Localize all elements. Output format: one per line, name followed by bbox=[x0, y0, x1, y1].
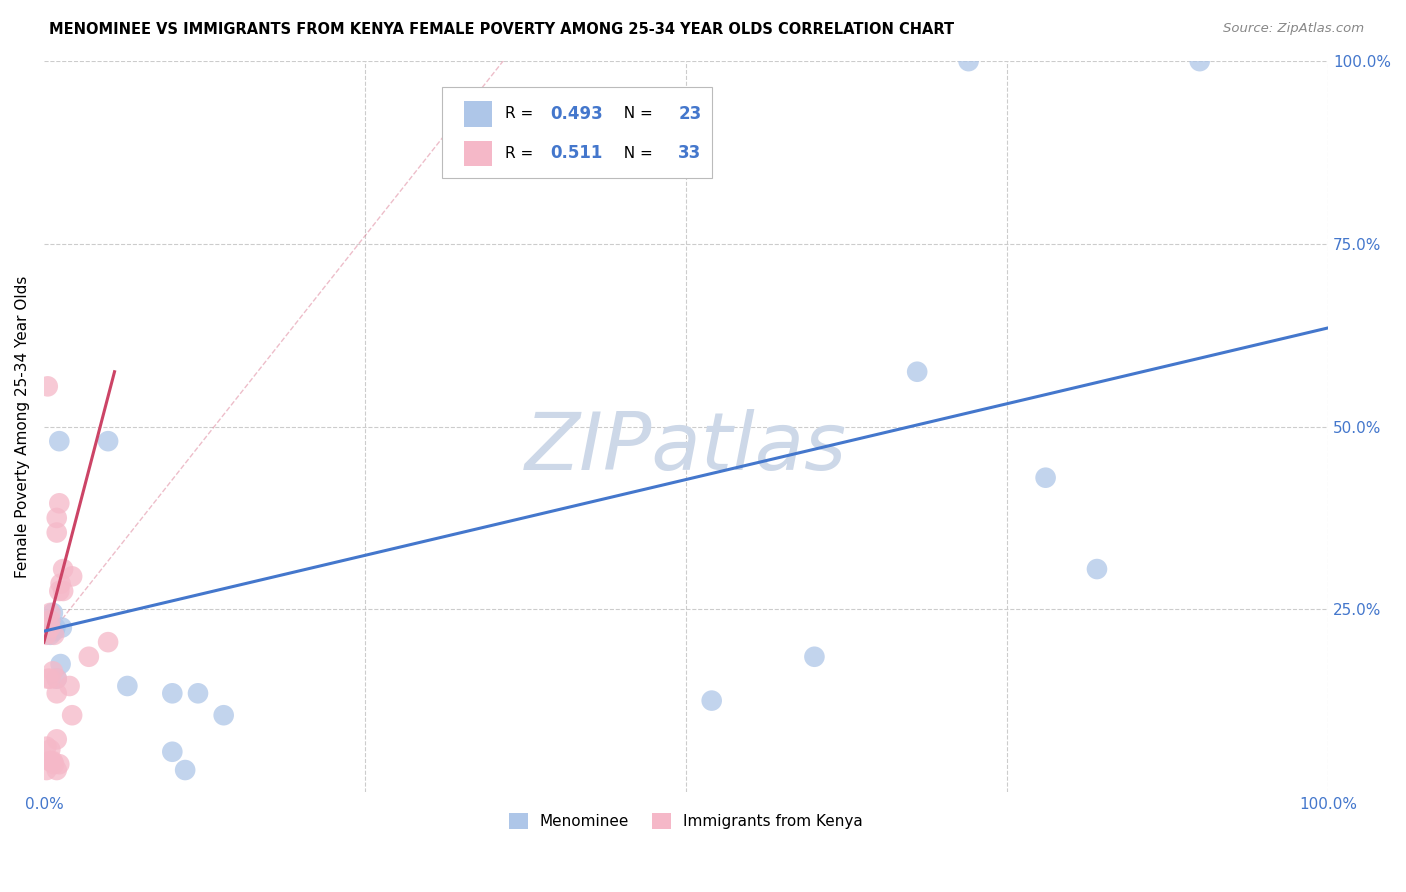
Text: 0.493: 0.493 bbox=[550, 105, 603, 123]
Text: 33: 33 bbox=[678, 145, 702, 162]
Point bbox=[39, 754, 62, 768]
Point bbox=[174, 763, 197, 777]
Point bbox=[58, 679, 80, 693]
Y-axis label: Female Poverty Among 25-34 Year Olds: Female Poverty Among 25-34 Year Olds bbox=[15, 276, 30, 578]
Point bbox=[48, 757, 70, 772]
Point bbox=[45, 732, 67, 747]
Point bbox=[37, 379, 59, 393]
Point bbox=[42, 606, 65, 620]
Point bbox=[97, 635, 120, 649]
FancyBboxPatch shape bbox=[464, 101, 492, 127]
Point bbox=[60, 708, 83, 723]
Point bbox=[39, 742, 62, 756]
Point bbox=[39, 754, 62, 768]
Point bbox=[700, 693, 723, 707]
Text: ZIPatlas: ZIPatlas bbox=[524, 409, 846, 487]
Point bbox=[37, 672, 59, 686]
Point bbox=[42, 665, 65, 679]
Point bbox=[45, 763, 67, 777]
Point bbox=[52, 584, 75, 599]
Point bbox=[39, 621, 62, 635]
Point bbox=[1035, 471, 1057, 485]
Point bbox=[97, 434, 120, 449]
Point bbox=[1085, 562, 1108, 576]
Point bbox=[45, 672, 67, 686]
Text: R =: R = bbox=[505, 106, 538, 121]
Point bbox=[39, 606, 62, 620]
Point bbox=[44, 628, 66, 642]
Legend: Menominee, Immigrants from Kenya: Menominee, Immigrants from Kenya bbox=[503, 807, 869, 836]
Point bbox=[162, 745, 184, 759]
Point bbox=[42, 754, 65, 768]
Point bbox=[45, 686, 67, 700]
Point bbox=[187, 686, 209, 700]
Point bbox=[48, 496, 70, 510]
Point bbox=[1188, 54, 1211, 69]
Point bbox=[52, 562, 75, 576]
Point bbox=[39, 672, 62, 686]
Point bbox=[212, 708, 235, 723]
Point bbox=[117, 679, 139, 693]
Text: Source: ZipAtlas.com: Source: ZipAtlas.com bbox=[1223, 22, 1364, 36]
Point bbox=[44, 621, 66, 635]
Point bbox=[48, 584, 70, 599]
Point bbox=[803, 649, 825, 664]
Point bbox=[35, 763, 58, 777]
Point bbox=[77, 649, 100, 664]
Point bbox=[51, 621, 73, 635]
Point bbox=[44, 624, 66, 639]
Point bbox=[162, 686, 184, 700]
Text: N =: N = bbox=[614, 146, 658, 161]
Text: N =: N = bbox=[614, 106, 658, 121]
Point bbox=[49, 657, 72, 671]
Point bbox=[45, 511, 67, 525]
Point bbox=[35, 739, 58, 754]
Point bbox=[44, 757, 66, 772]
Text: MENOMINEE VS IMMIGRANTS FROM KENYA FEMALE POVERTY AMONG 25-34 YEAR OLDS CORRELAT: MENOMINEE VS IMMIGRANTS FROM KENYA FEMAL… bbox=[49, 22, 955, 37]
Point bbox=[60, 569, 83, 583]
Point bbox=[39, 628, 62, 642]
Text: R =: R = bbox=[505, 146, 543, 161]
Text: 0.511: 0.511 bbox=[550, 145, 602, 162]
Point bbox=[957, 54, 980, 69]
Point bbox=[35, 628, 58, 642]
Point bbox=[905, 365, 928, 379]
Point bbox=[48, 434, 70, 449]
Text: 23: 23 bbox=[678, 105, 702, 123]
FancyBboxPatch shape bbox=[441, 87, 711, 178]
Point bbox=[49, 576, 72, 591]
Point bbox=[45, 525, 67, 540]
Point bbox=[39, 613, 62, 627]
Point bbox=[45, 672, 67, 686]
FancyBboxPatch shape bbox=[464, 141, 492, 166]
Point bbox=[41, 624, 63, 639]
